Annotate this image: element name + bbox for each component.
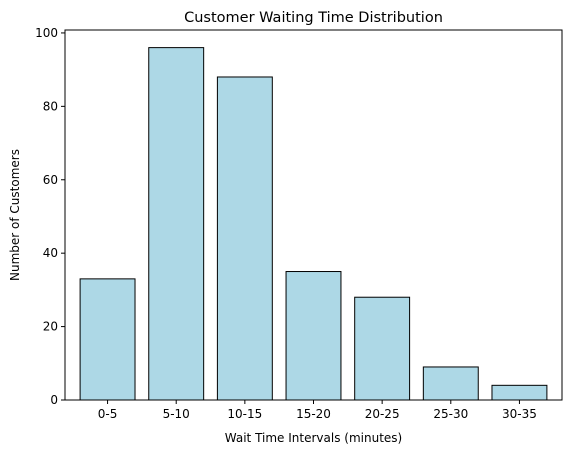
x-tick-label: 10-15 <box>227 407 262 421</box>
x-tick-label: 15-20 <box>296 407 331 421</box>
bar-5-10 <box>148 47 205 401</box>
plot-frame <box>64 29 563 401</box>
y-axis-label: Number of Customers <box>8 149 22 281</box>
x-axis-label: Wait Time Intervals (minutes) <box>225 431 402 445</box>
y-tick-label: 60 <box>43 173 58 187</box>
y-tick-label: 100 <box>35 26 58 40</box>
x-axis-ticks: 0-5 5-10 10-15 15-20 20-25 25-30 30-35 <box>98 400 537 421</box>
x-tick-label: 5-10 <box>163 407 190 421</box>
bar-10-15 <box>216 76 273 401</box>
y-axis-ticks: 0 20 40 60 80 100 <box>35 26 65 407</box>
y-tick-label: 20 <box>43 320 58 334</box>
x-tick-label: 0-5 <box>98 407 118 421</box>
bar-25-30 <box>422 366 479 401</box>
chart-title: Customer Waiting Time Distribution <box>184 10 443 26</box>
x-tick-label: 25-30 <box>433 407 468 421</box>
x-tick-label: 20-25 <box>365 407 400 421</box>
y-tick-label: 0 <box>50 393 58 407</box>
bar-0-5 <box>79 278 136 401</box>
bars-group <box>79 47 548 401</box>
bar-15-20 <box>285 271 342 401</box>
bar-20-25 <box>354 296 411 401</box>
x-tick-label: 30-35 <box>502 407 537 421</box>
y-tick-label: 40 <box>43 246 58 260</box>
y-tick-label: 80 <box>43 99 58 113</box>
bar-30-35 <box>491 384 548 401</box>
